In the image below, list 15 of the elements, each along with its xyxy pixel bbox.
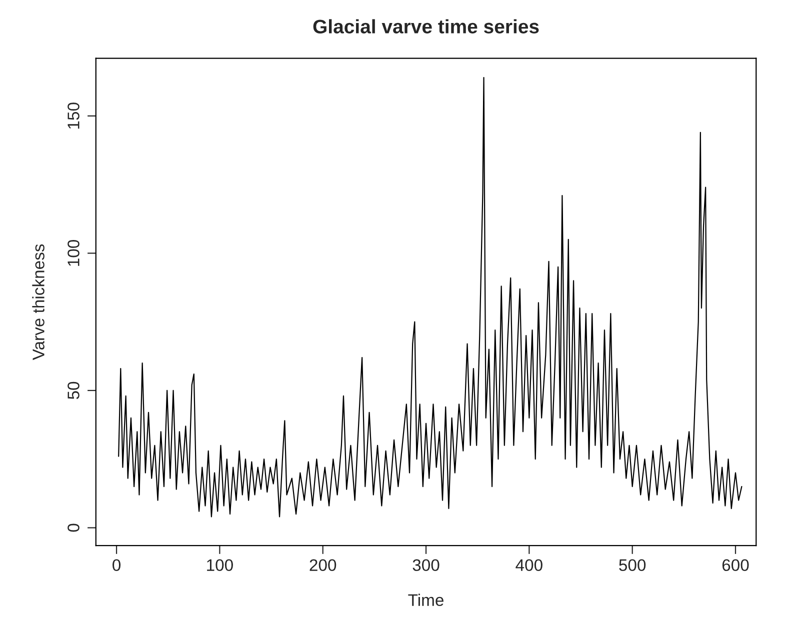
- line-series: [118, 76, 742, 518]
- x-tick-label: 600: [722, 559, 749, 572]
- y-tick-label: 0: [68, 524, 80, 532]
- x-tick-label: 100: [207, 559, 233, 572]
- x-tick-label: 200: [310, 559, 336, 572]
- x-tick-label: 500: [619, 559, 646, 572]
- y-axis-title: Varve thickness: [32, 244, 44, 360]
- x-axis-title: Time: [408, 594, 444, 606]
- chart-title: Glacial varve time series: [313, 19, 539, 34]
- x-tick-label: 0: [112, 559, 121, 572]
- y-tick-label: 150: [68, 102, 80, 129]
- y-tick-label: 100: [68, 240, 80, 266]
- x-tick-label: 400: [516, 559, 542, 572]
- y-tick-label: 50: [68, 382, 80, 400]
- x-tick-label: 300: [412, 559, 440, 572]
